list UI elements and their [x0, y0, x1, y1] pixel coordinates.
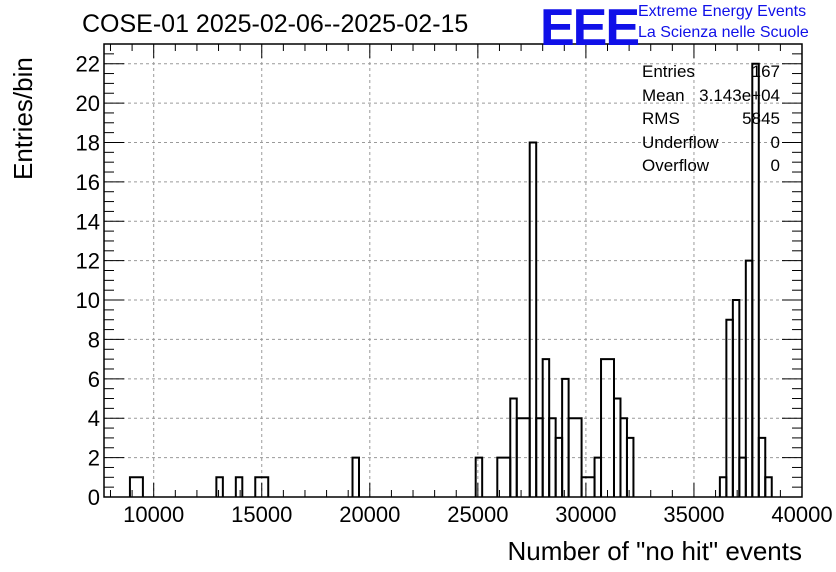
- y-tick-label: 4: [88, 406, 100, 431]
- y-tick-label: 0: [88, 485, 100, 510]
- stats-rms-value: 5845: [742, 109, 780, 128]
- y-tick-label: 8: [88, 327, 100, 352]
- stats-overflow-row: Overflow 0: [642, 154, 780, 178]
- histogram-bin: [254, 476, 270, 497]
- stats-underflow-value: 0: [770, 132, 780, 152]
- histogram-bin: [580, 476, 596, 497]
- stats-rms-label: RMS: [642, 109, 680, 128]
- y-tick-label: 6: [88, 367, 100, 392]
- histogram-bin: [600, 358, 615, 497]
- stats-underflow-row: Underflow 0: [642, 131, 780, 155]
- histogram-bin: [757, 436, 767, 497]
- y-tick-label: 14: [76, 209, 100, 234]
- y-tick-label: 20: [76, 91, 100, 116]
- x-tick-label: 25000: [447, 502, 508, 527]
- x-tick-label: 40000: [771, 502, 832, 527]
- y-tick-label: 18: [76, 130, 100, 155]
- stats-mean-value: 3.143e+04: [699, 85, 780, 105]
- axis-ticks: 10000 15000 20000 25000 30000 35000 40000 0 2 4 6 8…: [76, 44, 833, 527]
- histogram-bins: [128, 62, 773, 497]
- histogram-bin: [234, 476, 244, 497]
- logo-line-1: Extreme Energy Events: [638, 3, 807, 20]
- logo-line-2: La Scienza nelle Scuole: [638, 24, 809, 41]
- histogram-bin: [764, 476, 773, 497]
- histogram-bin: [731, 299, 741, 497]
- stats-overflow-value: 0: [770, 156, 780, 175]
- stats-rms-row: RMS 5845: [642, 107, 780, 131]
- x-tick-label: 20000: [339, 502, 400, 527]
- stats-entries-value: 167: [751, 62, 780, 81]
- y-tick-label: 16: [76, 170, 100, 195]
- histogram-bin: [215, 476, 224, 497]
- stats-underflow-label: Underflow: [642, 132, 719, 152]
- histogram-bin: [474, 456, 484, 497]
- histogram-bin: [528, 141, 538, 497]
- x-tick-label: 10000: [123, 502, 184, 527]
- x-tick-label: 30000: [555, 502, 616, 527]
- x-tick-label: 15000: [231, 502, 292, 527]
- x-axis-label: Number of "no hit" events: [507, 536, 803, 566]
- stats-entries-label: Entries: [642, 62, 695, 81]
- histogram-bin: [625, 436, 635, 497]
- stats-box: Entries 167 Mean 3.143e+04 RMS 5845 Unde…: [642, 60, 780, 178]
- y-tick-label: 10: [76, 288, 100, 313]
- grid-lines: [104, 44, 802, 497]
- chart-title: COSE-01 2025-02-06--2025-02-15: [82, 10, 469, 38]
- histogram-bin: [351, 456, 360, 497]
- x-tick-label: 35000: [663, 502, 724, 527]
- stats-mean-row: Mean 3.143e+04: [642, 84, 780, 108]
- histogram-bin: [751, 62, 760, 497]
- stats-entries-row: Entries 167: [642, 60, 780, 84]
- eee-logo: EEE: [540, 0, 640, 57]
- histogram-bin: [567, 417, 583, 497]
- histogram-bin: [128, 476, 144, 497]
- stats-overflow-label: Overflow: [642, 156, 710, 175]
- y-tick-label: 2: [88, 446, 100, 471]
- y-tick-label: 22: [76, 52, 100, 77]
- stats-mean-label: Mean: [642, 85, 685, 105]
- y-tick-label: 12: [76, 249, 100, 274]
- y-axis-label: Entries/bin: [8, 57, 38, 180]
